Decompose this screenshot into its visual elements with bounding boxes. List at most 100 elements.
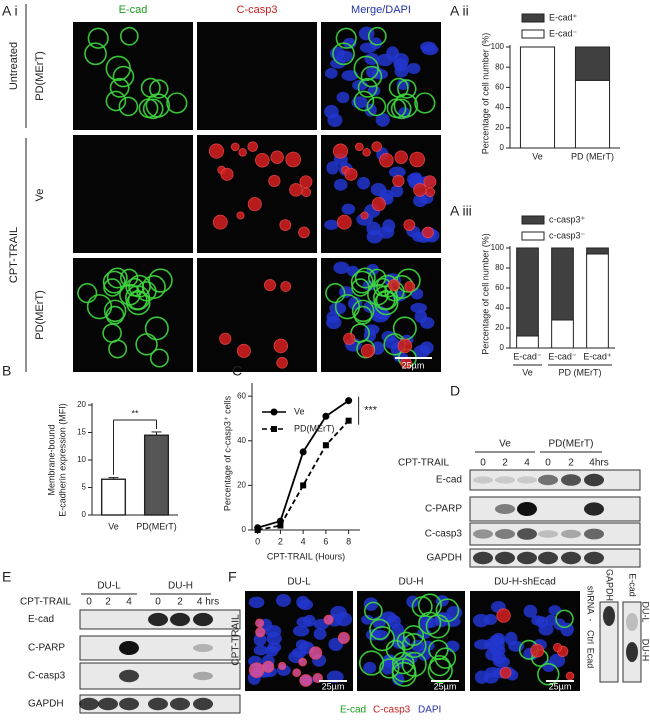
x-tick-label: PD(MErT) xyxy=(136,521,177,531)
micrograph xyxy=(197,22,317,130)
nucleus xyxy=(291,647,307,658)
point xyxy=(277,522,284,529)
membrane-stain xyxy=(367,26,387,46)
row-label: GAPDH xyxy=(605,569,615,601)
casp3-stain xyxy=(247,141,258,152)
panel-label: A i xyxy=(2,3,18,19)
nucleus xyxy=(295,639,309,650)
membrane-stain xyxy=(105,55,131,82)
casp3-stain xyxy=(279,219,292,231)
membrane-stain xyxy=(414,92,436,114)
band xyxy=(193,644,213,652)
row-label: GAPDH xyxy=(28,699,64,710)
y-tick-label: 80 xyxy=(495,263,504,272)
legend-label: DAPI xyxy=(418,705,441,716)
membrane-stain xyxy=(434,647,457,669)
band xyxy=(119,697,139,711)
lane-label: 2 xyxy=(105,597,111,608)
membrane-stain xyxy=(357,77,378,98)
membrane-stain xyxy=(350,270,374,294)
nucleus xyxy=(336,91,350,104)
y-tick-label: 20 xyxy=(495,123,504,132)
nucleus xyxy=(523,604,538,618)
casp3-stain xyxy=(270,150,284,164)
casp3-stain xyxy=(238,148,247,157)
band xyxy=(170,697,190,711)
legend-marker xyxy=(271,426,277,432)
casp3-stain xyxy=(285,151,301,168)
scale-bar-label: 25µm xyxy=(549,681,572,691)
row-label: E-cad xyxy=(628,573,638,597)
membrane-stain xyxy=(369,625,395,652)
casp3-stain xyxy=(343,332,356,345)
membrane-stain xyxy=(103,299,127,323)
nucleus xyxy=(357,176,371,190)
casp3-stain xyxy=(276,357,288,369)
membrane-stain xyxy=(126,290,151,316)
casp3-stain xyxy=(289,183,303,197)
y-tick-label: 40 xyxy=(495,103,504,112)
casp3-stain xyxy=(362,148,371,157)
legend-label: E-cad xyxy=(340,705,366,716)
group-label: Ve xyxy=(522,367,533,377)
membrane-stain xyxy=(84,42,107,66)
nucleus xyxy=(388,166,406,178)
band xyxy=(584,502,604,516)
nucleus xyxy=(483,614,498,626)
bar-segment xyxy=(519,46,556,149)
y-axis-label: E-cadherin expression (MFI) xyxy=(57,403,67,517)
row-label: E-cad xyxy=(436,475,462,486)
band xyxy=(538,530,558,538)
blot-strip xyxy=(79,662,241,690)
y-tick-label: 0 xyxy=(242,525,247,534)
bar-segment xyxy=(551,319,574,349)
casp3-stain xyxy=(332,143,349,159)
casp3-stain xyxy=(336,214,352,230)
band xyxy=(119,641,139,655)
casp3-stain xyxy=(298,657,307,667)
band xyxy=(495,551,515,565)
y-tick-label: 60 xyxy=(495,83,504,92)
nucleus xyxy=(413,194,428,208)
point xyxy=(254,527,261,533)
legend-swatch xyxy=(521,29,545,39)
panel-label: B xyxy=(2,363,11,379)
bar-segment xyxy=(574,46,611,81)
band xyxy=(626,642,638,662)
y-tick-label: 0 xyxy=(82,510,87,519)
band xyxy=(561,529,581,539)
nucleus xyxy=(333,261,350,274)
casp3-stain xyxy=(379,152,394,168)
membrane-stain xyxy=(537,663,560,686)
casp3-stain xyxy=(371,197,386,212)
row-label: E-cad xyxy=(28,614,54,625)
column-header: Merge/DAPI xyxy=(351,4,411,16)
membrane-stain xyxy=(354,267,376,289)
membrane-stain xyxy=(369,618,391,640)
membrane-stain xyxy=(366,96,387,117)
membrane-stain xyxy=(429,654,451,677)
nucleus xyxy=(359,42,377,54)
casp3-stain xyxy=(247,197,262,212)
band xyxy=(473,551,493,565)
membrane-stain xyxy=(401,651,427,677)
nucleus xyxy=(313,627,327,640)
scale-bar-label: 25µm xyxy=(322,681,345,691)
x-tick-label: 2 xyxy=(278,536,283,546)
casp3-stain xyxy=(413,183,427,197)
band xyxy=(603,606,615,626)
casp3-stain xyxy=(337,631,350,644)
membrane-stain xyxy=(388,77,409,98)
casp3-stain xyxy=(344,167,358,181)
y-tick-label: 60 xyxy=(495,283,504,292)
row-label: C-casp3 xyxy=(425,529,463,540)
scale-bar-label: 25µm xyxy=(434,681,457,691)
y-tick-label: 20 xyxy=(237,480,246,489)
casp3-stain xyxy=(255,618,265,628)
shrna-label: - xyxy=(586,619,596,622)
nucleus xyxy=(327,113,343,127)
nucleus xyxy=(420,316,435,329)
nucleus xyxy=(292,625,310,637)
casp3-stain xyxy=(565,671,575,681)
